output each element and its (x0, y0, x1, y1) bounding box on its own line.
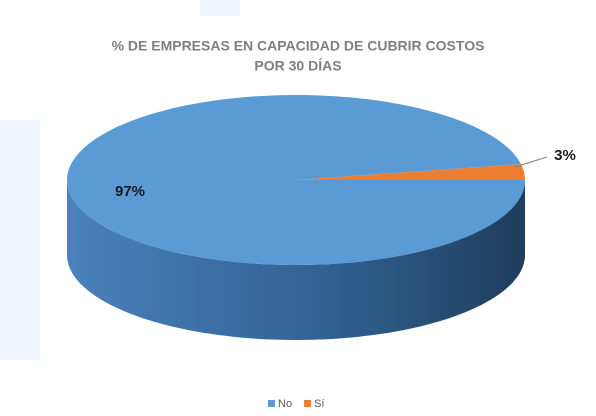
data-label: 97% (115, 183, 145, 200)
leader-line (514, 156, 548, 168)
decoration (0, 120, 40, 360)
data-label: 3% (554, 147, 576, 164)
legend-swatch (304, 400, 312, 407)
chart-title: POR 30 DÍAS (254, 58, 341, 74)
slice-side (67, 180, 525, 340)
slice (296, 164, 525, 180)
legend-label: Sí (314, 398, 324, 410)
legend-swatch (268, 400, 275, 407)
decoration (200, 0, 240, 16)
legend-label: No (278, 398, 292, 410)
chart-title: % DE EMPRESAS EN CAPACIDAD DE CUBRIR COS… (112, 38, 485, 54)
